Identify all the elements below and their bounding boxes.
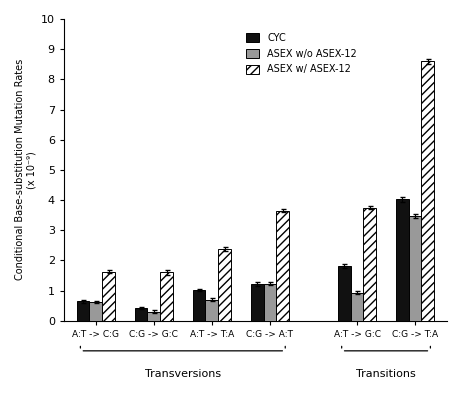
Text: Transversions: Transversions xyxy=(145,369,221,379)
Bar xyxy=(396,199,409,321)
Bar xyxy=(421,61,434,321)
Legend: CYC, ASEX w/o ASEX-12, ASEX w/ ASEX-12: CYC, ASEX w/o ASEX-12, ASEX w/ ASEX-12 xyxy=(243,30,360,77)
Bar xyxy=(134,308,147,321)
Bar xyxy=(276,211,289,321)
Bar xyxy=(351,293,364,321)
Bar xyxy=(338,266,351,321)
Bar xyxy=(263,284,276,321)
Bar xyxy=(77,301,89,321)
Bar xyxy=(409,216,421,321)
Bar xyxy=(206,299,218,321)
Bar xyxy=(160,272,173,321)
Y-axis label: Conditional Base-substitution Mutation Rates
(x 10⁻⁹): Conditional Base-substitution Mutation R… xyxy=(15,59,36,281)
Bar xyxy=(251,284,263,321)
Bar xyxy=(218,249,231,321)
Text: Transitions: Transitions xyxy=(356,369,416,379)
Bar xyxy=(193,290,206,321)
Bar xyxy=(102,272,115,321)
Bar xyxy=(364,208,376,321)
Bar xyxy=(147,312,160,321)
Bar xyxy=(89,302,102,321)
